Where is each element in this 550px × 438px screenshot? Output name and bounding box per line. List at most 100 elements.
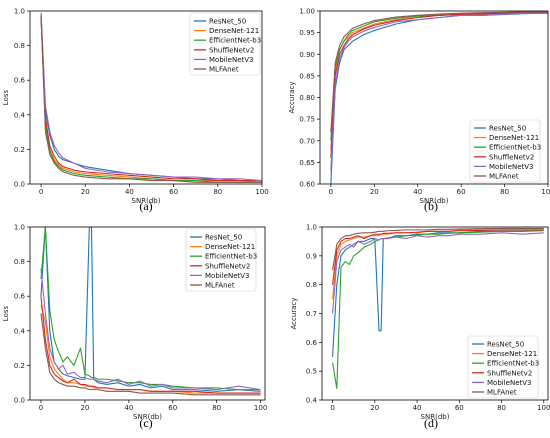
x-tick-label: 20 — [370, 404, 379, 412]
x-tick-label: 40 — [125, 188, 134, 196]
plot-frame — [29, 10, 263, 185]
legend-entry: EfficientNet-b3 — [205, 253, 257, 261]
chart-panel-4: 0 20 40 60 80 100 0.4 0.5 0.6 0.7 0.8 0.9 1.0 SNR(db)… — [290, 224, 550, 431]
legend-entry: ShuffleNetv2 — [205, 262, 250, 270]
chart-panel-2: 0 20 40 60 80 100 0.60 0.65 0.70 0.75 0.80 0.85 0.90… — [288, 8, 550, 214]
panel-label: (c) — [139, 416, 152, 430]
y-tick-label: 0.5 — [306, 368, 317, 376]
legend-entry: DenseNet-121 — [205, 243, 255, 251]
series-line-mlfanet — [332, 227, 544, 271]
series-line-mlfanet — [40, 313, 261, 396]
legend-entry: DenseNet-121 — [209, 27, 259, 35]
y-tick-label: 1.0 — [14, 224, 25, 232]
y-tick-label: 1.00 — [299, 8, 315, 16]
series-line-shufflenetv2 — [330, 12, 548, 159]
x-tick-label: 100 — [254, 404, 267, 412]
y-tick-label: 0.0 — [14, 397, 25, 405]
legend-entry: ResNet_50 — [209, 18, 246, 26]
legend-entry: EfficientNet-b3 — [487, 360, 539, 368]
y-tick-label: 0.60 — [299, 181, 315, 189]
series-line-shufflenetv2 — [40, 296, 261, 394]
series-line-resnet-50 — [40, 14, 262, 182]
y-axis-label: Accuracy — [290, 298, 298, 330]
x-tick-label: 0 — [39, 404, 43, 412]
y-tick-label: 0.8 — [306, 281, 317, 289]
y-tick-label: 0.4 — [14, 327, 26, 335]
legend-entry: DenseNet-121 — [489, 134, 539, 142]
legend-entry: MLFAnet — [489, 173, 519, 181]
y-tick-label: 0.2 — [14, 146, 25, 154]
chart-panel-3: 0 20 40 60 80 100 0.0 0.2 0.4 0.6 0.8 1.0 SNR(db) Los… — [2, 224, 267, 431]
legend-entry: EfficientNet-b3 — [209, 37, 261, 45]
y-tick-label: 0.85 — [299, 72, 315, 80]
y-tick-label: 0.0 — [14, 181, 25, 189]
x-tick-label: 0 — [329, 188, 333, 196]
x-tick-label: 80 — [212, 404, 221, 412]
legend-entry: ShuffleNetv2 — [487, 369, 532, 377]
x-axis-label: SNR(db) — [132, 197, 161, 205]
x-tick-label: 40 — [413, 404, 422, 412]
y-tick-label: 0.7 — [306, 310, 317, 318]
legend-entry: ResNet_50 — [205, 234, 242, 242]
legend-entry: MLFAnet — [205, 282, 235, 290]
legend-entry: DenseNet-121 — [487, 350, 537, 358]
series-group — [330, 11, 548, 184]
y-tick-label: 1.0 — [306, 224, 317, 232]
legend-box — [185, 228, 257, 292]
x-tick-label: 60 — [168, 404, 177, 412]
panel-label: (d) — [424, 416, 438, 430]
y-tick-label: 0.2 — [14, 362, 25, 370]
plot-frame — [29, 226, 266, 401]
y-tick-label: 0.4 — [14, 111, 26, 119]
x-axis-label: SNR(db) — [133, 413, 162, 421]
panel-label: (a) — [139, 199, 152, 213]
legend-entry: MLFAnet — [487, 389, 517, 397]
series-line-shufflenetv2 — [40, 14, 262, 182]
x-tick-label: 80 — [500, 188, 509, 196]
y-tick-label: 0.65 — [299, 159, 315, 167]
y-tick-label: 0.6 — [14, 293, 26, 301]
x-tick-label: 20 — [80, 404, 89, 412]
legend-entry: MobileNetV3 — [489, 163, 534, 171]
x-tick-label: 80 — [213, 188, 222, 196]
y-axis-label: Loss — [2, 89, 10, 105]
series-line-mobilenetv3 — [330, 12, 548, 172]
series-line-efficientnet-b3 — [40, 227, 261, 391]
legend-entry: MobileNetV3 — [209, 56, 254, 64]
series-line-efficientnet-b3 — [40, 17, 262, 183]
series-line-shufflenetv2 — [332, 229, 544, 285]
legend-entry: EfficientNet-b3 — [489, 144, 541, 152]
x-tick-label: 40 — [413, 188, 422, 196]
y-tick-label: 0.8 — [14, 258, 25, 266]
y-tick-label: 0.75 — [299, 116, 315, 124]
y-tick-label: 0.8 — [14, 42, 25, 50]
y-tick-label: 0.6 — [306, 339, 318, 347]
series-line-densenet-121 — [40, 16, 262, 183]
legend-entry: ResNet_50 — [489, 125, 526, 133]
y-tick-label: 0.4 — [306, 397, 318, 405]
series-line-mobilenetv3 — [332, 232, 544, 314]
x-axis-label: SNR(db) — [421, 413, 450, 421]
y-tick-label: 1.0 — [14, 8, 25, 16]
x-tick-label: 60 — [457, 188, 466, 196]
series-line-mlfanet — [330, 11, 548, 133]
x-tick-label: 80 — [497, 404, 506, 412]
x-tick-label: 0 — [39, 188, 43, 196]
x-tick-label: 20 — [370, 188, 379, 196]
y-tick-label: 0.95 — [299, 29, 315, 37]
y-tick-label: 0.90 — [299, 51, 315, 59]
y-tick-label: 0.80 — [299, 94, 315, 102]
series-line-mlfanet — [40, 16, 262, 183]
y-tick-label: 0.70 — [299, 137, 315, 145]
x-axis-label: SNR(db) — [420, 197, 449, 205]
legend-box — [467, 335, 539, 399]
y-axis-label: Accuracy — [288, 82, 296, 114]
x-tick-label: 100 — [255, 188, 268, 196]
legend-entry: MLFAnet — [209, 66, 239, 74]
legend-entry: MobileNetV3 — [205, 272, 250, 280]
x-tick-label: 40 — [124, 404, 133, 412]
series-line-densenet-121 — [332, 229, 544, 300]
